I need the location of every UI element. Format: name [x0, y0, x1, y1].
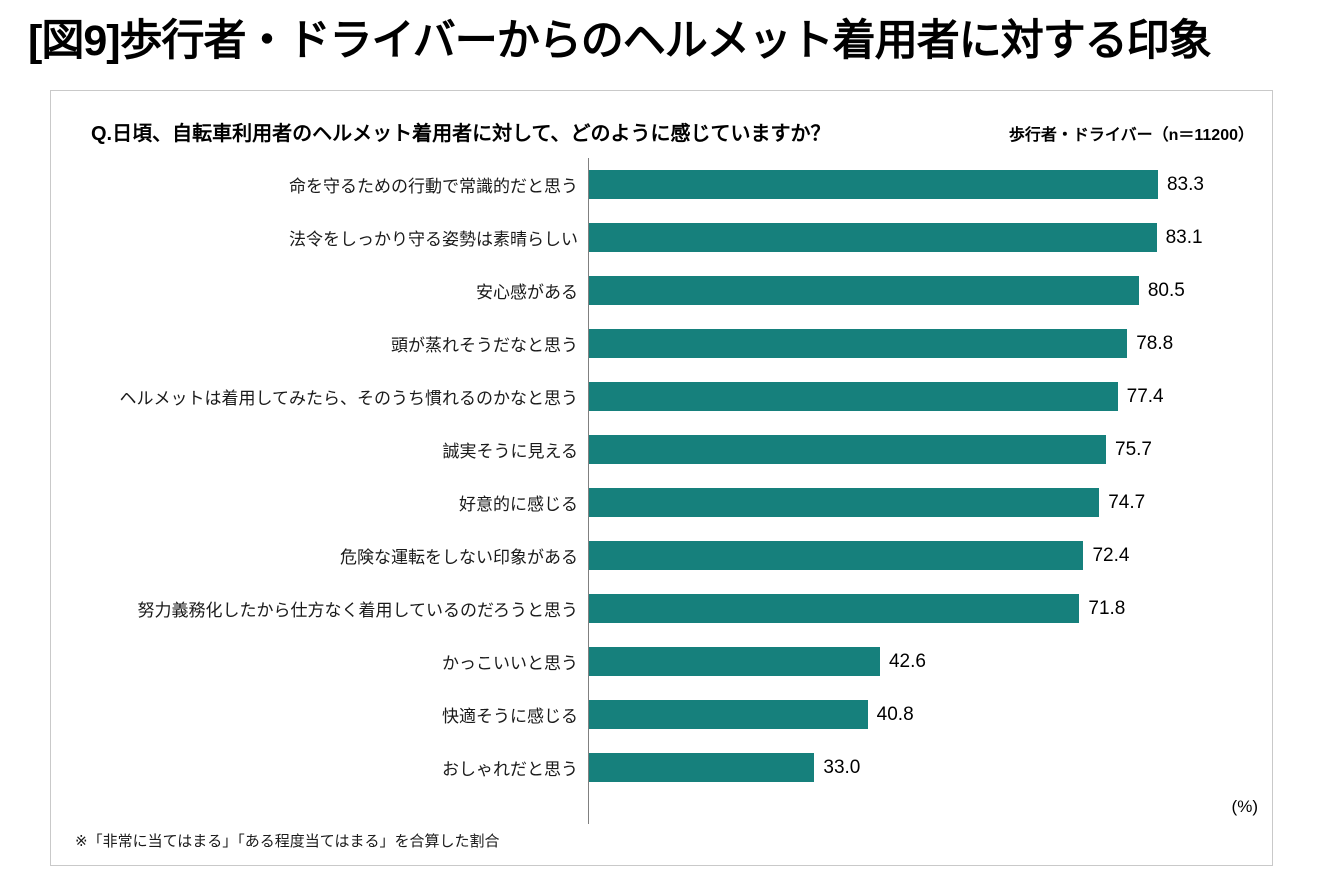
bar: [589, 276, 1139, 305]
bar: [589, 647, 880, 676]
bar: [589, 488, 1100, 517]
value-label: 78.8: [1136, 332, 1174, 354]
bar-track: 80.5: [588, 264, 1272, 317]
bar: [589, 382, 1118, 411]
bar-row: おしゃれだと思う 33.0: [51, 741, 1272, 794]
bar-row: 快適そうに感じる 40.8: [51, 688, 1272, 741]
unit-label: (%): [588, 794, 1272, 824]
bar: [589, 435, 1107, 464]
value-label: 83.1: [1165, 226, 1203, 248]
bar-row: 好意的に感じる 74.7: [51, 476, 1272, 529]
bar-row: 法令をしっかり守る姿勢は素晴らしい 83.1: [51, 211, 1272, 264]
category-label: 誠実そうに見える: [442, 442, 579, 461]
value-label: 80.5: [1147, 279, 1185, 301]
bar-track: 75.7: [588, 423, 1272, 476]
bar-track: 72.4: [588, 529, 1272, 582]
category-label: 努力義務化したから仕方なく着用しているのだろうと思う: [137, 601, 578, 620]
bar: [589, 700, 868, 729]
chart-panel: Q.日頃、自転車利用者のヘルメット着用者に対して、どのように感じていますか？ 歩…: [50, 90, 1273, 866]
value-label: 40.8: [876, 703, 914, 725]
bar: [589, 170, 1158, 199]
category-label: 好意的に感じる: [459, 495, 578, 514]
value-label: 42.6: [888, 650, 926, 672]
sample-size-label: 歩行者・ドライバー（n＝11200）: [1008, 127, 1254, 144]
bar: [589, 753, 815, 782]
bar-row: かっこいいと思う 42.6: [51, 635, 1272, 688]
bar-track: 71.8: [588, 582, 1272, 635]
bar-row: 危険な運転をしない印象がある 72.4: [51, 529, 1272, 582]
bar: [589, 594, 1080, 623]
chart-header: Q.日頃、自転車利用者のヘルメット着用者に対して、どのように感じていますか？ 歩…: [51, 91, 1272, 152]
bar-track: 33.0: [588, 741, 1272, 794]
survey-question: Q.日頃、自転車利用者のヘルメット着用者に対して、どのように感じていますか？: [91, 123, 831, 145]
category-label: 安心感がある: [476, 283, 578, 302]
value-label: 72.4: [1092, 544, 1130, 566]
bar-track: 74.7: [588, 476, 1272, 529]
bar-track: 42.6: [588, 635, 1272, 688]
category-label: 危険な運転をしない印象がある: [340, 548, 578, 567]
bar: [589, 329, 1128, 358]
bar-track: 77.4: [588, 370, 1272, 423]
bar: [589, 541, 1084, 570]
bar-track: 78.8: [588, 317, 1272, 370]
value-label: 71.8: [1088, 597, 1126, 619]
bar-row: 命を守るための行動で常識的だと思う 83.3: [51, 158, 1272, 211]
page-title: [図9]歩行者・ドライバーからのヘルメット着用者に対する印象: [28, 17, 1212, 65]
category-label: 快適そうに感じる: [442, 707, 578, 726]
category-label: 頭が蒸れそうだなと思う: [391, 336, 578, 355]
value-label: 33.0: [823, 756, 861, 778]
value-label: 77.4: [1126, 385, 1164, 407]
category-label: ヘルメットは着用してみたら、そのうち慣れるのかなと思う: [119, 389, 579, 408]
bar-track: 83.3: [588, 158, 1272, 211]
category-label: 命を守るための行動で常識的だと思う: [289, 177, 578, 196]
category-label: 法令をしっかり守る姿勢は素晴らしい: [289, 230, 578, 249]
value-label: 75.7: [1115, 438, 1152, 460]
footnote: ※「非常に当てはまる」「ある程度当てはまる」を合算した割合: [75, 833, 500, 850]
bar-row: 安心感がある 80.5: [51, 264, 1272, 317]
axis-unit-row: (%): [51, 794, 1272, 824]
bar-row: 努力義務化したから仕方なく着用しているのだろうと思う 71.8: [51, 582, 1272, 635]
value-label: 74.7: [1108, 491, 1146, 513]
category-label: かっこいいと思う: [442, 654, 578, 673]
bar-row: 頭が蒸れそうだなと思う 78.8: [51, 317, 1272, 370]
label-column-spacer: [51, 794, 588, 824]
bar-row: 誠実そうに見える 75.7: [51, 423, 1272, 476]
chart-rows: 命を守るための行動で常識的だと思う 83.3 法令をしっかり守る姿勢は素晴らしい 83…: [51, 158, 1272, 794]
bar-track: 83.1: [588, 211, 1272, 264]
bar: [589, 223, 1157, 252]
value-label: 83.3: [1166, 173, 1204, 195]
bar-track: 40.8: [588, 688, 1272, 741]
category-label: おしゃれだと思う: [442, 760, 578, 779]
bar-chart: 命を守るための行動で常識的だと思う 83.3 法令をしっかり守る姿勢は素晴らしい 83…: [51, 158, 1272, 824]
bar-row: ヘルメットは着用してみたら、そのうち慣れるのかなと思う 77.4: [51, 370, 1272, 423]
